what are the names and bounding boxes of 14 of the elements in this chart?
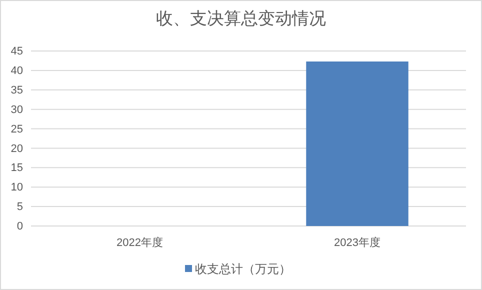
y-tick-label: 20 — [10, 142, 23, 155]
y-tick-label: 30 — [10, 104, 23, 116]
y-tick-label: 40 — [10, 64, 23, 77]
y-tick-label: 10 — [10, 182, 23, 194]
x-tick-label: 2023年度 — [334, 236, 380, 249]
y-tick-label: 5 — [16, 201, 23, 214]
y-tick-label: 15 — [10, 162, 23, 174]
y-tick-label: 0 — [16, 220, 23, 233]
y-tick-label: 45 — [10, 46, 23, 58]
y-tick-label: 25 — [10, 123, 23, 136]
chart-title: 收、支决算总变动情况 — [156, 9, 326, 29]
legend-label: 收支总计（万元） — [195, 262, 291, 276]
y-tick-label: 35 — [10, 84, 23, 96]
x-tick-label: 2022年度 — [116, 236, 163, 249]
